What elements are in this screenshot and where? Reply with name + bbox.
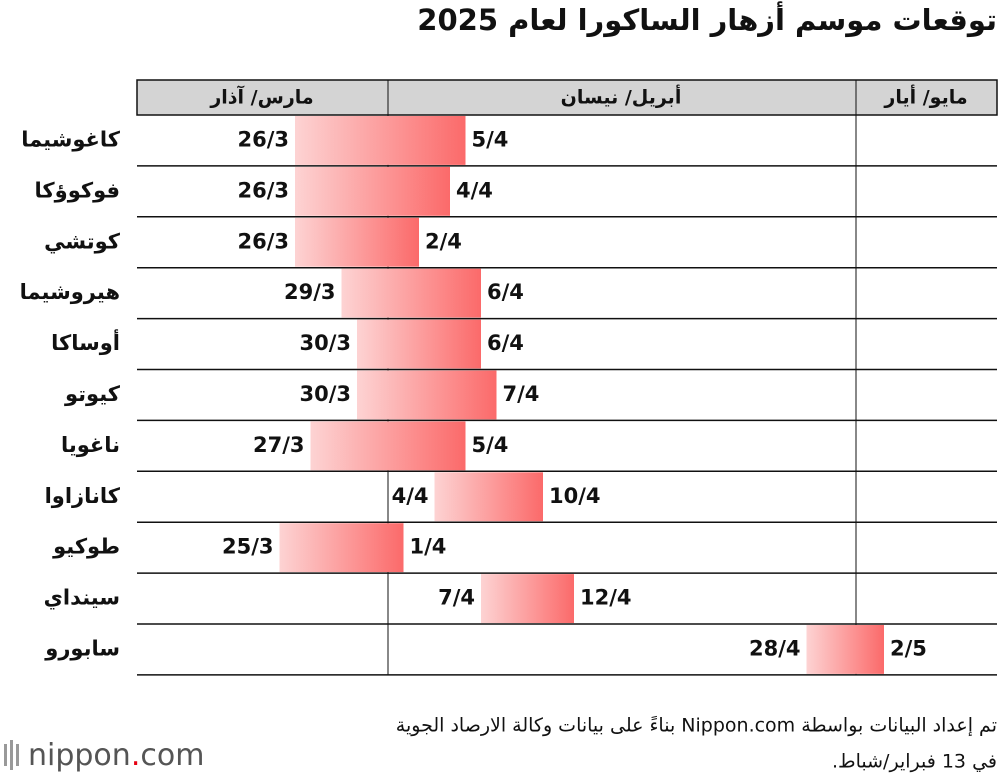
category-label: كوتشي [44, 229, 121, 253]
category-label: كانازاوا [45, 484, 121, 508]
start-label: 7/4 [438, 586, 475, 610]
bar [295, 166, 450, 216]
end-label: 2/5 [890, 636, 927, 660]
bar [481, 574, 574, 623]
footer-note: في 13 فبراير/شباط. [832, 751, 997, 773]
start-label: 26/3 [237, 178, 289, 202]
category-label: فوكوؤكا [35, 178, 120, 202]
bar [279, 523, 404, 573]
footer-note: تم إعداد البيانات بواسطة Nippon.com بناء… [396, 715, 997, 738]
bar [295, 116, 466, 165]
start-label: 26/3 [237, 127, 289, 151]
bar [357, 370, 497, 420]
end-label: 4/4 [456, 178, 493, 202]
bar [310, 421, 466, 471]
bar [806, 625, 884, 674]
logo-text: nippon [28, 738, 131, 773]
start-label: 27/3 [253, 433, 305, 457]
end-label: 10/4 [549, 484, 601, 508]
bar [341, 268, 481, 318]
start-label: 25/3 [222, 535, 274, 559]
category-label: ناغويا [61, 433, 120, 457]
category-label: سينداي [44, 586, 120, 611]
bars [279, 116, 884, 674]
start-label: 30/3 [299, 331, 351, 355]
category-label: هيروشيما [20, 280, 120, 304]
bar [434, 472, 543, 522]
category-label: أوساكا [51, 328, 120, 355]
end-label: 6/4 [487, 331, 524, 355]
column-header: أبريل/ نيسان [561, 85, 682, 109]
end-label: 5/4 [472, 433, 509, 457]
header-row [136, 79, 998, 116]
svg-text:nippon.com: nippon.com [28, 738, 204, 773]
start-label: 4/4 [392, 484, 429, 508]
column-header: مايو/ أيار [883, 85, 967, 109]
end-label: 7/4 [503, 382, 540, 406]
category-label: كيوتو [64, 382, 121, 406]
category-label: كاغوشيما [21, 127, 121, 151]
end-label: 5/4 [472, 127, 509, 151]
chart-title: توقعات موسم أزهار الساكورا لعام 2025 [417, 1, 997, 37]
start-label: 30/3 [299, 382, 351, 406]
end-label: 1/4 [410, 535, 447, 559]
logo-text: com [140, 738, 204, 773]
bar [295, 217, 419, 267]
start-label: 29/3 [284, 280, 336, 304]
start-label: 28/4 [749, 636, 801, 660]
end-label: 2/4 [425, 229, 462, 253]
end-label: 12/4 [580, 586, 632, 610]
end-label: 6/4 [487, 280, 524, 304]
category-label: سابورو [44, 636, 120, 660]
start-label: 26/3 [237, 229, 289, 253]
category-label: طوكيو [52, 535, 120, 559]
logo-dot: . [131, 738, 141, 773]
logo: nippon.com [4, 738, 204, 773]
bar [357, 319, 481, 369]
column-header: مارس/ آذار [209, 85, 313, 109]
